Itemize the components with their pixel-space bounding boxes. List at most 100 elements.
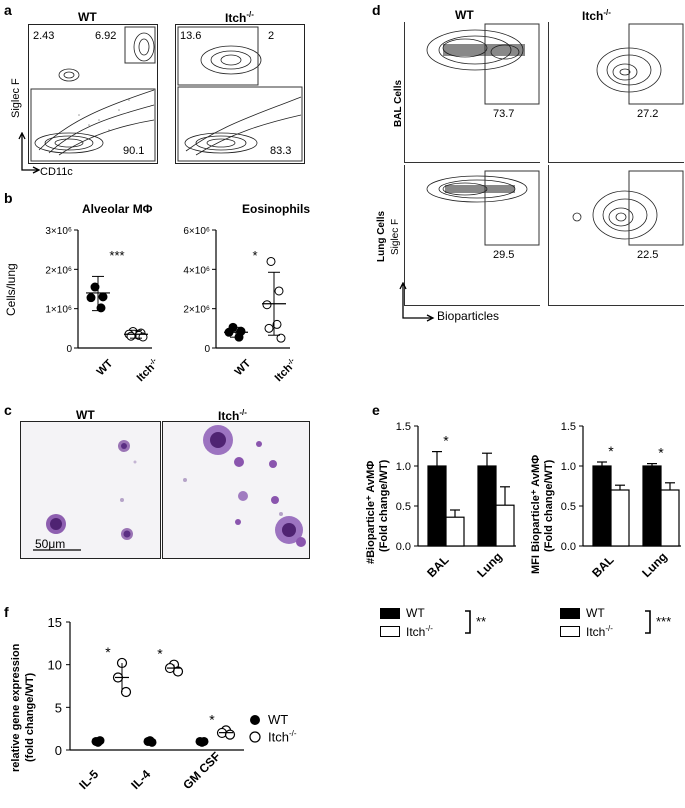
flow-contours-d-wt-bal <box>426 23 540 105</box>
x-tick-label-lung: Lung <box>474 549 505 580</box>
chart-e2-ylabel-1: MFI Bioparticle⁺ AvMΦ <box>530 454 542 574</box>
data-point-wt <box>86 293 96 303</box>
flow-contours-a-wt <box>30 26 156 162</box>
y-tick-label: 0.5 <box>561 501 576 513</box>
panel-d-y-axis-label: Siglec F <box>390 218 401 255</box>
legend-f-itch-label: Itch-/- <box>268 729 297 745</box>
chart-f-ylabel-1: relative gene expression <box>10 643 22 772</box>
y-tick-label: 2×10⁶ <box>183 305 210 316</box>
x-tick-label-itch: Itch-/- <box>135 357 162 384</box>
panel-d-row-label-bal: BAL Cells <box>393 79 404 127</box>
legend-e2-itch-label: Itch-/- <box>586 624 613 639</box>
significance-mark: * <box>658 445 664 461</box>
panel-c-wt-header: WT <box>76 408 95 422</box>
flow-plot-d-wt-bal: 73.7 <box>404 22 540 163</box>
bar-wt-bal <box>427 465 447 547</box>
data-point-wt <box>96 303 106 313</box>
legend-e1: WT Itch-/- ** <box>380 606 520 646</box>
significance-mark: *** <box>109 248 124 263</box>
data-point-itch <box>264 323 274 333</box>
significance-mark: * <box>608 443 614 459</box>
data-point-itch <box>262 300 272 310</box>
flow-plot-d-itch-lung: 22.5 <box>548 165 684 306</box>
bar-itch-bal <box>610 489 630 547</box>
panel-c-itch-header: Itch-/- <box>218 408 247 423</box>
y-tick-label: 0.0 <box>396 541 411 553</box>
bar-itch-lung <box>495 504 515 547</box>
x-tick-label-wt: WT <box>95 357 116 378</box>
y-tick-label: 10 <box>48 658 62 673</box>
legend-e1-wt-label: WT <box>406 606 425 620</box>
y-tick-label: 0.0 <box>561 541 576 553</box>
significance-mark: * <box>209 711 215 727</box>
panel-label-d: d <box>372 2 381 18</box>
y-tick-label: 1.5 <box>561 421 576 433</box>
y-tick-label: 4×10⁶ <box>183 265 210 276</box>
chart-f: relative gene expression (fold change/WT… <box>10 610 250 808</box>
panel-d-row-label-lung: Lung Cells <box>376 210 387 262</box>
chart-alveolar-mphi: Alveolar MΦ 3×10⁶ 2×10⁶ 1×10⁶ 0 *** WT Itch-/- <box>22 202 166 392</box>
data-point-itch <box>224 729 236 740</box>
panel-a-x-axis-label: CD11c <box>40 166 73 178</box>
legend-f: WT Itch-/- <box>248 712 338 752</box>
flow-contours-d-wt-lung <box>426 170 540 246</box>
chart-b2-svg: 6×10⁶ 4×10⁶ 2×10⁶ 0 * WT Itch-/- <box>183 226 300 384</box>
panel-d-axis-arrows <box>399 282 435 322</box>
y-tick-label: 6×10⁶ <box>183 226 210 237</box>
x-tick-label-bal: BAL <box>424 553 451 580</box>
legend-e1-wt-swatch <box>380 608 400 619</box>
bar-wt-lung <box>642 465 662 547</box>
y-tick-label: 3×10⁶ <box>45 226 72 237</box>
value-d-4: 22.5 <box>637 249 659 261</box>
data-point-wt <box>98 292 108 302</box>
panel-a-wt-header: WT <box>78 10 97 24</box>
panel-label-f: f <box>4 604 9 620</box>
bar-itch-bal <box>445 516 465 547</box>
bar-wt-lung <box>477 465 497 547</box>
y-tick-label: 2×10⁶ <box>45 265 72 276</box>
bar-itch-lung <box>660 489 680 547</box>
y-tick-label: 1×10⁶ <box>45 305 72 316</box>
chart-b2-title: Eosinophils <box>242 202 311 216</box>
data-point-itch <box>276 333 286 343</box>
significance-mark: * <box>105 644 111 660</box>
value-a-itch-3: 83.3 <box>270 145 292 157</box>
panel-a-axis-arrows <box>18 132 40 174</box>
legend-f-markers <box>249 715 261 743</box>
y-tick-label: 1.0 <box>396 461 411 473</box>
panel-d-itch-header: Itch-/- <box>582 8 611 23</box>
y-tick-label: 0.5 <box>396 501 411 513</box>
micrograph-wt-cells <box>33 440 137 551</box>
data-point-itch <box>272 319 282 329</box>
value-a-itch-1: 13.6 <box>180 30 202 42</box>
legend-e2-itch-swatch <box>560 626 580 637</box>
data-point-wt <box>147 737 157 747</box>
legend-f-itch-marker <box>249 731 261 743</box>
significance-mark: * <box>252 248 257 263</box>
legend-e2-sig: *** <box>656 614 672 629</box>
legend-e1-sig: ** <box>476 614 487 629</box>
value-d-2: 27.2 <box>637 108 659 120</box>
y-tick-label: 0 <box>204 344 210 355</box>
data-point-itch <box>172 666 184 677</box>
chart-b1-svg: 3×10⁶ 2×10⁶ 1×10⁶ 0 *** WT Itch-/- <box>45 226 162 384</box>
flow-plot-d-wt-lung: 29.5 <box>404 165 540 306</box>
value-a-wt-2: 6.92 <box>95 30 117 42</box>
legend-e2-wt-swatch <box>560 608 580 619</box>
y-tick-label: 5 <box>55 700 62 715</box>
data-point-itch <box>274 286 284 296</box>
x-tick-label-il-5: IL-5 <box>76 767 101 792</box>
flow-plot-d-itch-bal: 27.2 <box>548 22 684 163</box>
legend-f-wt-label: WT <box>268 712 289 727</box>
panel-label-b: b <box>4 190 13 206</box>
value-a-wt-3: 90.1 <box>123 145 145 157</box>
legend-e2-wt-label: WT <box>586 606 605 620</box>
data-point-itch <box>138 332 148 342</box>
y-tick-label: 1.5 <box>396 421 411 433</box>
panel-d-wt-header: WT <box>455 8 474 22</box>
data-point-itch <box>120 686 132 698</box>
micrograph-wt: 50μm <box>20 421 161 559</box>
flow-contours-a-itch <box>177 26 303 162</box>
panel-a-y-axis-label: Siglec F <box>10 78 22 118</box>
panel-label-a: a <box>4 2 12 18</box>
